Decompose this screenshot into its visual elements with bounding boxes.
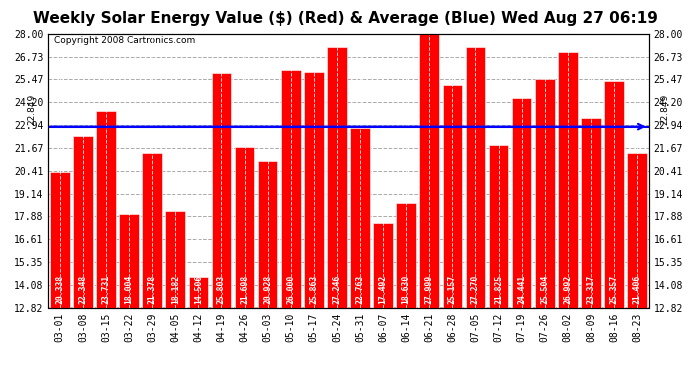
Bar bbox=[327, 47, 346, 308]
Bar bbox=[489, 145, 509, 308]
Bar bbox=[442, 85, 462, 308]
Text: 24.441: 24.441 bbox=[517, 274, 526, 304]
Bar bbox=[235, 147, 255, 308]
Bar bbox=[512, 98, 531, 308]
Bar bbox=[535, 79, 555, 308]
Bar bbox=[466, 47, 485, 308]
Text: 22.849: 22.849 bbox=[28, 94, 37, 125]
Bar bbox=[604, 81, 624, 308]
Text: 25.863: 25.863 bbox=[309, 274, 318, 304]
Text: 25.504: 25.504 bbox=[540, 274, 549, 304]
Text: Copyright 2008 Cartronics.com: Copyright 2008 Cartronics.com bbox=[55, 36, 195, 45]
Text: 27.999: 27.999 bbox=[425, 274, 434, 304]
Text: 18.182: 18.182 bbox=[171, 274, 180, 304]
Text: 25.357: 25.357 bbox=[609, 274, 618, 304]
Bar bbox=[50, 172, 70, 308]
Text: 21.825: 21.825 bbox=[494, 274, 503, 304]
Text: 21.406: 21.406 bbox=[633, 274, 642, 304]
Bar bbox=[281, 70, 301, 308]
Bar bbox=[558, 52, 578, 308]
Text: 23.317: 23.317 bbox=[586, 274, 595, 304]
Bar bbox=[304, 72, 324, 308]
Bar bbox=[212, 74, 231, 308]
Text: 21.378: 21.378 bbox=[148, 274, 157, 304]
Bar bbox=[188, 277, 208, 308]
Text: 26.000: 26.000 bbox=[286, 274, 295, 304]
Bar bbox=[627, 153, 647, 308]
Text: 17.492: 17.492 bbox=[379, 274, 388, 304]
Bar bbox=[373, 223, 393, 308]
Text: Weekly Solar Energy Value ($) (Red) & Average (Blue) Wed Aug 27 06:19: Weekly Solar Energy Value ($) (Red) & Av… bbox=[32, 11, 658, 26]
Text: 25.157: 25.157 bbox=[448, 274, 457, 304]
Bar bbox=[581, 118, 601, 308]
Text: 18.004: 18.004 bbox=[125, 274, 134, 304]
Text: 27.246: 27.246 bbox=[333, 274, 342, 304]
Bar bbox=[396, 203, 416, 308]
Bar bbox=[351, 128, 370, 308]
Bar bbox=[96, 111, 116, 308]
Bar bbox=[119, 214, 139, 308]
Text: 21.698: 21.698 bbox=[240, 274, 249, 304]
Text: 25.803: 25.803 bbox=[217, 274, 226, 304]
Bar bbox=[258, 161, 277, 308]
Text: 23.731: 23.731 bbox=[101, 274, 110, 304]
Bar bbox=[420, 34, 439, 308]
Text: 18.630: 18.630 bbox=[402, 274, 411, 304]
Bar bbox=[73, 136, 92, 308]
Bar bbox=[166, 211, 185, 308]
Text: 22.348: 22.348 bbox=[79, 274, 88, 304]
Text: 22.763: 22.763 bbox=[355, 274, 364, 304]
Text: 14.506: 14.506 bbox=[194, 274, 203, 304]
Text: 20.928: 20.928 bbox=[263, 274, 272, 304]
Text: 27.270: 27.270 bbox=[471, 274, 480, 304]
Text: 20.338: 20.338 bbox=[55, 274, 64, 304]
Text: 22.849: 22.849 bbox=[660, 94, 669, 125]
Text: 26.992: 26.992 bbox=[563, 274, 572, 304]
Bar bbox=[142, 153, 162, 308]
